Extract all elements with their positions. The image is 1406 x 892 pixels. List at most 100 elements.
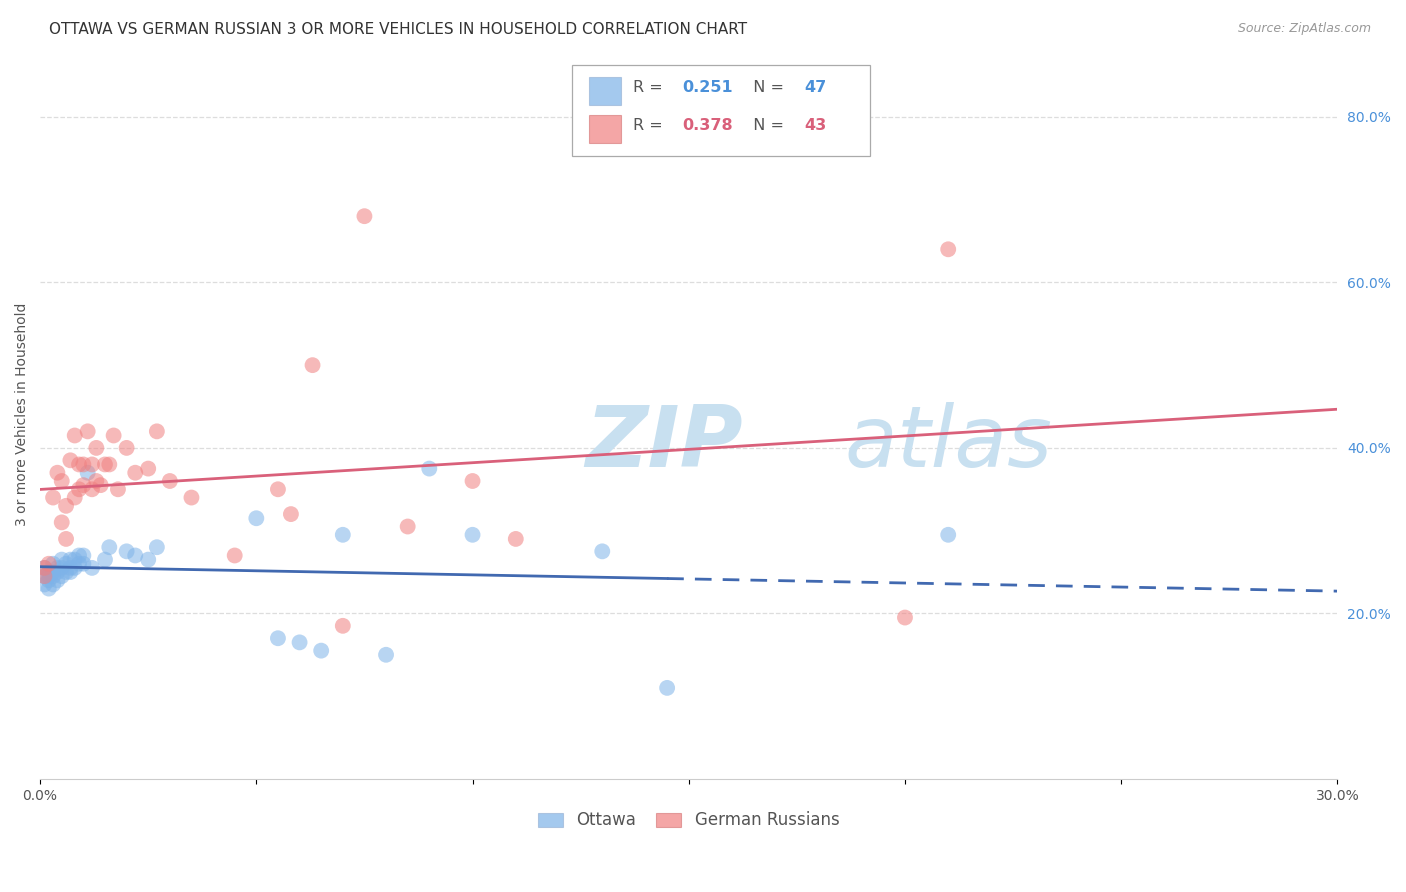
Point (301, 358, 323, 372)
Point (288, 635, 311, 649)
Text: N =: N = (744, 79, 789, 95)
Point (80, 561, 103, 575)
Point (67, 458, 90, 472)
Point (72, 557, 94, 571)
Point (146, 540, 169, 554)
Point (396, 519, 419, 533)
Point (72, 478, 94, 492)
Point (309, 643, 332, 657)
Point (55, 565, 77, 579)
Point (42, 569, 65, 583)
Point (51, 569, 73, 583)
Bar (589, 115, 621, 144)
Bar (589, 77, 621, 104)
Point (38, 569, 60, 583)
Point (34, 561, 56, 575)
Point (418, 461, 440, 475)
Point (55, 532, 77, 546)
Point (115, 544, 138, 558)
Point (46, 574, 69, 588)
Point (267, 483, 290, 497)
Point (98, 540, 121, 554)
Point (107, 483, 129, 497)
Point (591, 544, 613, 558)
Point (42, 491, 65, 505)
Point (332, 619, 354, 633)
Text: atlas: atlas (845, 402, 1053, 485)
Point (267, 632, 290, 646)
Point (115, 441, 138, 455)
Point (894, 610, 917, 624)
Point (51, 561, 73, 575)
Point (34, 569, 56, 583)
Point (505, 532, 527, 546)
Point (80, 483, 103, 497)
Text: R =: R = (633, 118, 668, 133)
Point (461, 528, 484, 542)
Point (353, 209, 375, 223)
Text: ZIP: ZIP (585, 402, 742, 485)
Point (46, 561, 69, 575)
Point (136, 461, 159, 475)
Point (136, 552, 159, 566)
Point (42, 577, 65, 591)
Point (34, 577, 56, 591)
Point (124, 549, 146, 563)
Point (655, 681, 678, 695)
Point (51, 474, 73, 488)
Point (461, 474, 484, 488)
Point (332, 528, 354, 542)
Point (224, 549, 246, 563)
Point (86, 441, 108, 455)
Point (94, 458, 117, 472)
Point (34, 569, 56, 583)
Point (245, 511, 267, 525)
Point (51, 552, 73, 566)
Point (159, 474, 181, 488)
Point (375, 648, 398, 662)
Point (38, 565, 60, 579)
Point (55, 499, 77, 513)
Point (180, 491, 202, 505)
Point (90, 478, 112, 492)
Point (38, 574, 60, 588)
Point (72, 549, 94, 563)
Point (34, 561, 56, 575)
Point (59, 561, 82, 575)
Point (103, 428, 125, 442)
Point (42, 557, 65, 571)
Point (86, 474, 108, 488)
Point (67, 483, 90, 497)
Point (936, 242, 959, 256)
Point (46, 565, 69, 579)
Point (59, 552, 82, 566)
Text: N =: N = (744, 118, 789, 133)
Point (63, 561, 86, 575)
Text: 0.251: 0.251 (682, 79, 733, 95)
Legend: Ottawa, German Russians: Ottawa, German Russians (531, 805, 846, 836)
Point (124, 466, 146, 480)
Point (46, 466, 69, 480)
Point (94, 552, 117, 566)
Point (80, 458, 103, 472)
Point (51, 516, 73, 530)
Point (55, 557, 77, 571)
Text: OTTAWA VS GERMAN RUSSIAN 3 OR MORE VEHICLES IN HOUSEHOLD CORRELATION CHART: OTTAWA VS GERMAN RUSSIAN 3 OR MORE VEHIC… (49, 22, 748, 37)
Y-axis label: 3 or more Vehicles in Household: 3 or more Vehicles in Household (15, 303, 30, 526)
Point (59, 565, 82, 579)
Point (76, 466, 98, 480)
Text: 0.378: 0.378 (682, 118, 733, 133)
Point (38, 557, 60, 571)
Point (280, 507, 302, 521)
Point (63, 428, 86, 442)
Point (936, 528, 959, 542)
Text: 47: 47 (804, 79, 827, 95)
Point (38, 582, 60, 596)
Point (63, 552, 86, 566)
Point (63, 491, 86, 505)
Text: Source: ZipAtlas.com: Source: ZipAtlas.com (1237, 22, 1371, 36)
Point (59, 453, 82, 467)
Text: R =: R = (633, 79, 668, 95)
Point (67, 557, 90, 571)
Text: 43: 43 (804, 118, 827, 133)
